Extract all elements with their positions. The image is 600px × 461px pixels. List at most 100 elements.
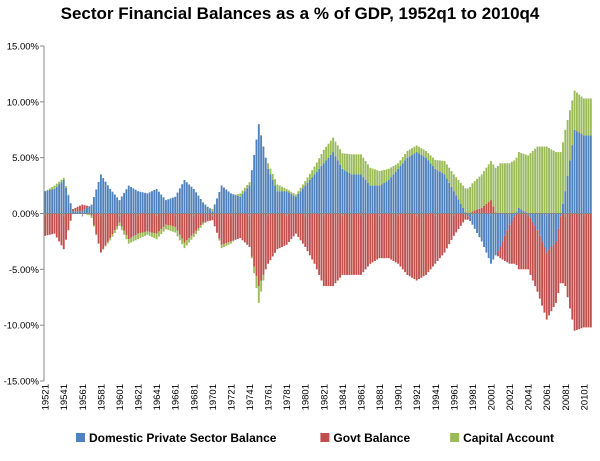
bar-domestic-private-sector-balance-q117: [315, 171, 318, 214]
bar-capital-account-q105: [288, 190, 290, 193]
y-tick-label: 15.00%: [7, 42, 40, 53]
bar-capital-account-q7: [60, 179, 63, 183]
bar-domestic-private-sector-balance-q198: [503, 213, 506, 236]
bar-domestic-private-sector-balance-q179: [459, 203, 462, 214]
bar-domestic-private-sector-balance-q0: [44, 191, 47, 214]
bar-capital-account-q35: [125, 235, 128, 240]
x-tick-label: 20061: [542, 384, 553, 410]
bar-govt-balance-q153: [399, 213, 402, 267]
bar-capital-account-q213: [538, 146, 541, 214]
bar-govt-balance-q47: [153, 213, 156, 234]
bar-govt-balance-q78: [225, 213, 228, 244]
bar-domestic-private-sector-balance-q215: [543, 213, 546, 247]
bar-domestic-private-sector-balance-q193: [492, 213, 495, 260]
bar-capital-account-q217: [548, 147, 550, 214]
x-tick-label: 19601: [115, 384, 126, 410]
bar-capital-account-q94: [262, 274, 265, 281]
bar-capital-account-q160: [415, 145, 418, 153]
bar-capital-account-q144: [378, 171, 381, 186]
x-tick-label: 19961: [449, 384, 460, 410]
bar-govt-balance-q136: [360, 213, 362, 275]
bar-govt-balance-q98: [271, 213, 274, 257]
bar-govt-balance-q99: [274, 213, 276, 253]
bar-domestic-private-sector-balance-q98: [271, 180, 274, 214]
bar-govt-balance-q212: [536, 230, 539, 292]
bar-govt-balance-q204: [517, 213, 520, 270]
bar-govt-balance-q30: [113, 213, 116, 231]
bar-govt-balance-q227: [571, 213, 574, 320]
bar-domestic-private-sector-balance-q23: [97, 181, 100, 214]
bar-govt-balance-q220: [555, 241, 557, 303]
bar-govt-balance-q90: [253, 213, 256, 267]
bar-domestic-private-sector-balance-q124: [332, 152, 335, 214]
bar-domestic-private-sector-balance-q136: [360, 174, 362, 214]
bar-capital-account-q63: [190, 235, 193, 240]
bar-domestic-private-sector-balance-q4: [53, 188, 56, 214]
bar-domestic-private-sector-balance-q144: [378, 185, 381, 214]
bar-govt-balance-q105: [288, 213, 290, 242]
bar-capital-account-q118: [318, 158, 321, 169]
bar-capital-account-q80: [229, 241, 232, 244]
bar-domestic-private-sector-balance-q1: [46, 190, 49, 214]
bar-domestic-private-sector-balance-q58: [178, 188, 181, 214]
bar-govt-balance-q113: [306, 213, 309, 252]
bar-govt-balance-q234: [587, 213, 590, 328]
legend-swatch-govt-balance: [320, 433, 330, 442]
bar-capital-account-q139: [366, 164, 369, 183]
bar-domestic-private-sector-balance-q203: [515, 212, 518, 214]
bar-domestic-private-sector-balance-q118: [318, 168, 321, 214]
bar-domestic-private-sector-balance-q174: [448, 182, 451, 214]
bar-govt-balance-q143: [376, 213, 379, 260]
bars-layer: [44, 90, 592, 331]
bar-domestic-private-sector-balance-q75: [218, 192, 221, 214]
bar-domestic-private-sector-balance-q150: [392, 174, 395, 214]
bar-capital-account-q8: [62, 177, 65, 180]
y-tick-label: -15.00%: [4, 377, 40, 388]
bar-capital-account-q39: [134, 235, 137, 241]
bar-capital-account-q93: [260, 280, 263, 292]
bar-domestic-private-sector-balance-q116: [313, 174, 316, 214]
bar-domestic-private-sector-balance-q159: [413, 153, 416, 214]
bar-govt-balance-q64: [192, 213, 195, 234]
bar-govt-balance-q232: [582, 213, 585, 328]
bar-govt-balance-q33: [120, 213, 123, 227]
bar-domestic-private-sector-balance-q125: [334, 156, 337, 214]
bar-govt-balance-q211: [534, 226, 537, 287]
bar-capital-account-q183: [469, 186, 472, 214]
bar-capital-account-q131: [348, 154, 351, 174]
bar-capital-account-q60: [183, 242, 186, 249]
bar-capital-account-q151: [394, 164, 397, 172]
bar-govt-balance-q203: [515, 213, 518, 266]
bar-govt-balance-q94: [262, 213, 265, 275]
bar-capital-account-q108: [295, 194, 297, 197]
bar-domestic-private-sector-balance-q90: [253, 154, 256, 214]
x-tick-label: 19981: [468, 384, 479, 410]
bar-capital-account-q20: [90, 215, 93, 218]
bar-capital-account-q34: [123, 230, 126, 235]
x-tick-label: 19801: [301, 384, 312, 410]
bar-domestic-private-sector-balance-q56: [174, 196, 177, 214]
bar-domestic-private-sector-balance-q54: [169, 198, 172, 214]
bar-domestic-private-sector-balance-q173: [445, 178, 448, 214]
bar-govt-balance-q88: [248, 213, 251, 247]
bar-capital-account-q57: [176, 230, 179, 237]
bar-domestic-private-sector-balance-q62: [188, 184, 191, 214]
bar-capital-account-q40: [137, 233, 139, 240]
bar-govt-balance-q18: [86, 205, 88, 208]
bar-govt-balance-q80: [229, 213, 232, 242]
bar-govt-balance-q170: [438, 213, 441, 259]
bar-govt-balance-q197: [501, 241, 504, 260]
x-tick-label: 19861: [356, 384, 367, 410]
bar-domestic-private-sector-balance-q164: [425, 157, 427, 214]
bar-govt-balance-q32: [118, 213, 121, 223]
bar-domestic-private-sector-balance-q167: [432, 166, 434, 214]
bar-domestic-private-sector-balance-q234: [587, 135, 590, 214]
bar-domestic-private-sector-balance-q102: [281, 191, 283, 214]
axes-layer: 15.00% 10.00% 5.00% 0.00% -5.00% -10.00% -15.0…: [4, 42, 592, 410]
bar-domestic-private-sector-balance-q80: [229, 193, 232, 214]
bar-capital-account-q109: [297, 191, 300, 194]
bar-domestic-private-sector-balance-q209: [529, 213, 532, 218]
bar-domestic-private-sector-balance-q6: [58, 184, 61, 214]
bar-capital-account-q2: [48, 188, 51, 191]
y-tick-label: -10.00%: [4, 321, 40, 332]
